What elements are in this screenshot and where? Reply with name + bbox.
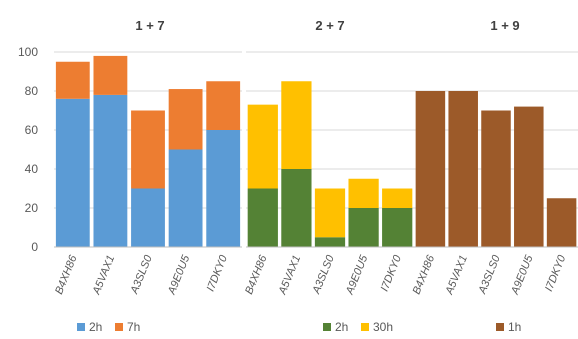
legend-label-2-30h: 30h [373,320,393,334]
y-tick-label-60: 60 [25,123,39,137]
bar-1-A9E0U5-2h [168,149,203,247]
legend-swatch-2-30h [361,323,369,331]
x-tick-label-2-B4XH86: B4XH86 [243,253,270,296]
x-tick-label-3-B4XH86: B4XH86 [411,253,438,296]
bar-1-A5VAX1-2h [93,94,128,248]
bar-3-I7DKY0-1h [546,198,577,247]
legend-label-1-7h: 7h [127,320,140,334]
bar-2-A5VAX1-30h [281,81,312,169]
panel-title-1: 1 + 7 [135,18,164,33]
y-tick-label-0: 0 [31,240,38,254]
bar-1-B4XH86-7h [55,61,90,99]
bar-1-B4XH86-2h [55,98,90,247]
legends: 2h 7h 2h 30h 1h [77,320,521,334]
x-tick-label-2-A9E0U5: A9E0U5 [344,253,371,297]
bar-2-A3SLS0-30h [314,188,346,238]
x-tick-label-2-A3SLS0: A3SLS0 [310,253,337,297]
x-tick-label-3-A5VAX1: A5VAX1 [443,254,470,297]
x-tick-label-1-B4XH86: B4XH86 [53,253,80,296]
x-tick-label-1-A5VAX1: A5VAX1 [90,254,117,297]
legend-swatch-2-2h [323,323,331,331]
x-tick-label-1-A3SLS0: A3SLS0 [128,253,155,297]
bars [55,55,577,248]
y-tick-label-20: 20 [25,201,39,215]
bar-2-I7DKY0-2h [382,208,413,247]
x-tick-label-1-A9E0U5: A9E0U5 [166,253,193,297]
y-tick-label-40: 40 [25,162,39,176]
legend-label-1-2h: 2h [89,320,102,334]
legend-label-2-2h: 2h [335,320,348,334]
legend-swatch-1-2h [77,323,85,331]
x-tick-label-2-I7DKY0: I7DKY0 [379,253,405,293]
bar-2-A5VAX1-2h [281,169,312,247]
bar-1-A5VAX1-7h [93,55,128,95]
bar-1-I7DKY0-2h [206,130,241,247]
x-tick-label-3-I7DKY0: I7DKY0 [543,253,569,293]
panel-title-2: 2 + 7 [315,18,344,33]
bar-2-A9E0U5-30h [348,178,379,208]
bar-2-A3SLS0-2h [314,237,346,247]
bar-1-A3SLS0-2h [131,188,165,247]
x-tick-label-1-I7DKY0: I7DKY0 [205,253,231,293]
y-tick-label-80: 80 [25,84,39,98]
bar-1-A9E0U5-7h [168,89,203,150]
bar-3-A3SLS0-1h [481,110,511,247]
bar-2-A9E0U5-2h [348,208,379,247]
x-tick-label-2-A5VAX1: A5VAX1 [276,254,303,297]
bar-2-B4XH86-2h [247,188,278,247]
bar-1-A3SLS0-7h [131,110,165,189]
bar-3-B4XH86-1h [415,91,446,247]
x-tick-label-3-A9E0U5: A9E0U5 [509,253,536,297]
legend-label-3-1h: 1h [508,320,521,334]
x-tick-label-3-A3SLS0: A3SLS0 [476,253,503,297]
bar-3-A5VAX1-1h [448,91,478,247]
legend-swatch-1-7h [115,323,123,331]
bar-2-B4XH86-30h [247,104,278,189]
legend-swatch-3-1h [496,323,504,331]
bar-1-I7DKY0-7h [206,81,241,130]
bar-3-A9E0U5-1h [514,106,544,247]
y-tick-label-100: 100 [18,45,38,59]
panel-title-3: 1 + 9 [490,18,519,33]
bar-2-I7DKY0-30h [382,188,413,208]
